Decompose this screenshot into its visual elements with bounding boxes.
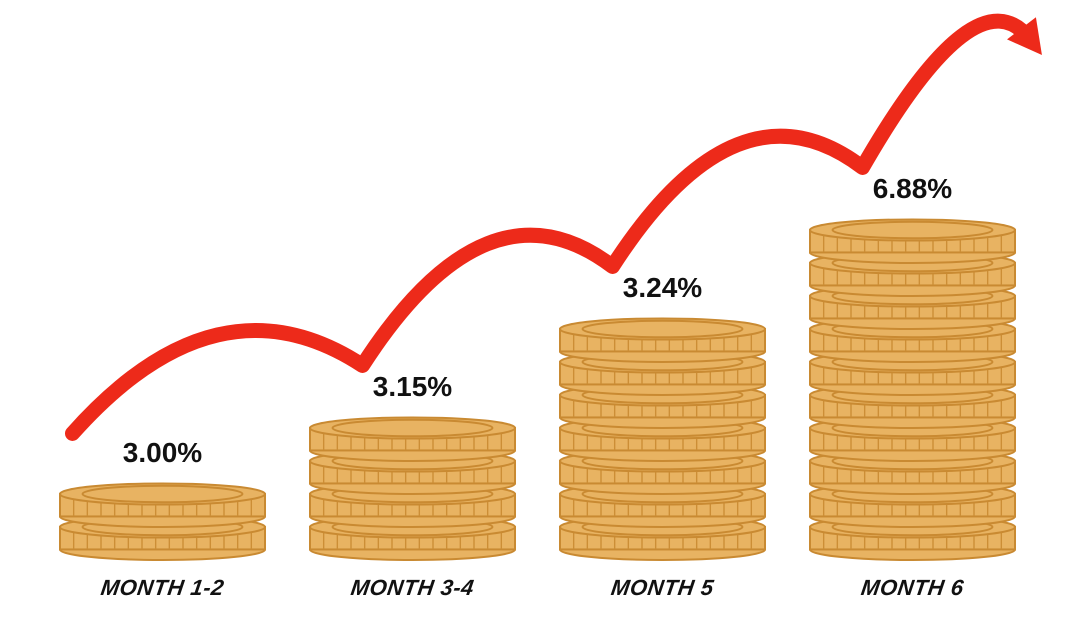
growth-chart: 3.00% 3.15% 3.24% 6.88% Month 1-2 Month … [0,0,1068,630]
value-label-2: 3.24% [560,272,765,304]
category-label-2: Month 5 [558,575,767,601]
value-label-0: 3.00% [60,437,265,469]
category-label-3: Month 6 [808,575,1017,601]
coin-icon [560,318,765,362]
category-label-1: Month 3-4 [308,575,517,601]
coin-icon [60,483,265,527]
coin-icon [310,417,515,461]
coin-icon [810,219,1015,263]
value-label-1: 3.15% [310,371,515,403]
category-label-0: Month 1-2 [58,575,267,601]
chart-canvas [0,0,1068,630]
value-label-3: 6.88% [810,173,1015,205]
